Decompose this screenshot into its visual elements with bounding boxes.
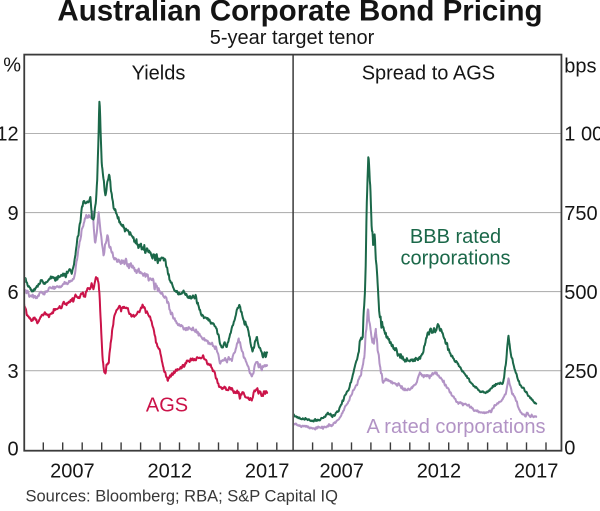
svg-text:corporations: corporations <box>400 247 510 269</box>
svg-text:250: 250 <box>564 361 597 383</box>
svg-text:2012: 2012 <box>417 460 462 482</box>
svg-text:Australian Corporate Bond Pric: Australian Corporate Bond Pricing <box>57 0 542 28</box>
svg-text:%: % <box>3 55 21 77</box>
svg-text:2017: 2017 <box>245 460 290 482</box>
svg-text:bps: bps <box>564 56 596 78</box>
svg-text:6: 6 <box>7 282 18 304</box>
svg-text:2012: 2012 <box>148 460 193 482</box>
svg-text:2007: 2007 <box>50 460 95 482</box>
svg-text:12: 12 <box>0 124 19 146</box>
svg-text:1 000: 1 000 <box>564 124 600 146</box>
svg-text:Sources: Bloomberg; RBA; S&P C: Sources: Bloomberg; RBA; S&P Capital IQ <box>26 487 339 505</box>
svg-text:9: 9 <box>7 203 18 225</box>
svg-text:5-year target tenor: 5-year target tenor <box>210 27 375 49</box>
svg-text:Spread to AGS: Spread to AGS <box>362 63 495 85</box>
svg-text:0: 0 <box>7 439 18 461</box>
svg-text:A rated corporations: A rated corporations <box>367 416 546 438</box>
svg-text:500: 500 <box>564 282 597 304</box>
svg-text:AGS: AGS <box>146 395 188 417</box>
svg-text:2017: 2017 <box>514 460 559 482</box>
svg-text:0: 0 <box>564 438 575 460</box>
svg-text:BBB rated: BBB rated <box>410 226 501 248</box>
svg-text:750: 750 <box>564 203 597 225</box>
svg-text:3: 3 <box>7 361 18 383</box>
svg-text:Yields: Yields <box>132 63 186 85</box>
svg-text:2007: 2007 <box>319 460 364 482</box>
